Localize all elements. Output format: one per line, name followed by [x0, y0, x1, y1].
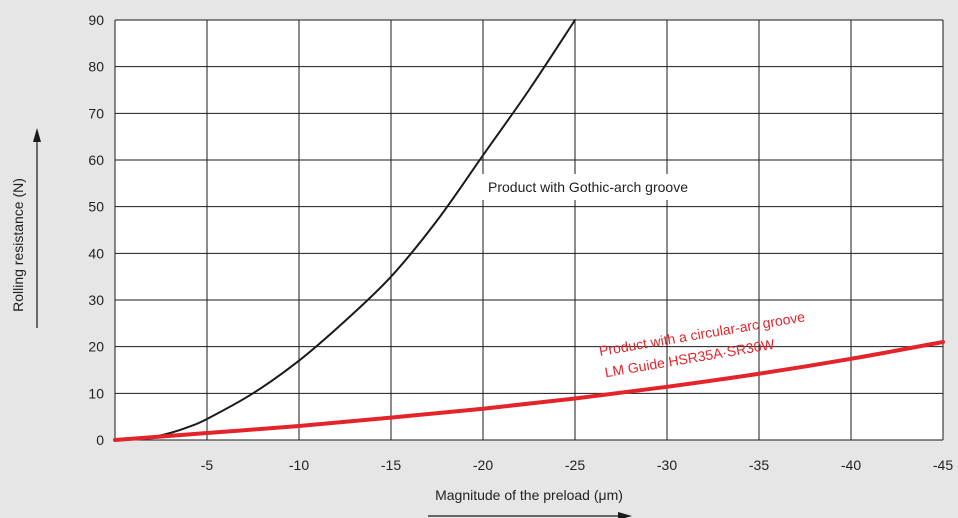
tick-labels: 0 10 20 30 40 50 60 70 80 90 -5 -10 -15 -20 -25 -30 -35 -…: [88, 12, 953, 473]
series-lines: [113, 19, 945, 442]
y-tick-label: 60: [88, 152, 104, 168]
x-tick-label: -40: [841, 457, 861, 473]
y-tick-label: 40: [88, 245, 104, 261]
x-tick-label: -20: [473, 457, 493, 473]
x-tick-label: -15: [381, 457, 401, 473]
annotation-gothic: Product with Gothic-arch groove: [488, 179, 688, 195]
y-tick-label: 0: [96, 432, 104, 448]
x-tick-label: -30: [657, 457, 677, 473]
y-axis-arrow: [33, 128, 41, 328]
y-axis-label: Rolling resistance (N): [10, 178, 26, 312]
x-axis-arrow: [428, 512, 632, 518]
y-tick-label: 90: [88, 12, 104, 28]
y-tick-label: 20: [88, 339, 104, 355]
circular-arc-series-line: [113, 340, 945, 442]
plot-area: [115, 20, 943, 440]
x-tick-label: -5: [201, 457, 214, 473]
x-axis-label: Magnitude of the preload (μm): [435, 487, 623, 503]
x-tick-label: -25: [565, 457, 585, 473]
x-tick-label: -45: [933, 457, 953, 473]
y-tick-label: 50: [88, 199, 104, 215]
y-tick-label: 80: [88, 59, 104, 75]
x-tick-label: -10: [289, 457, 309, 473]
y-tick-label: 70: [88, 105, 104, 121]
y-tick-label: 10: [88, 385, 104, 401]
x-tick-label: -35: [749, 457, 769, 473]
y-tick-label: 30: [88, 292, 104, 308]
annotation-gothic-bg: [482, 174, 752, 200]
